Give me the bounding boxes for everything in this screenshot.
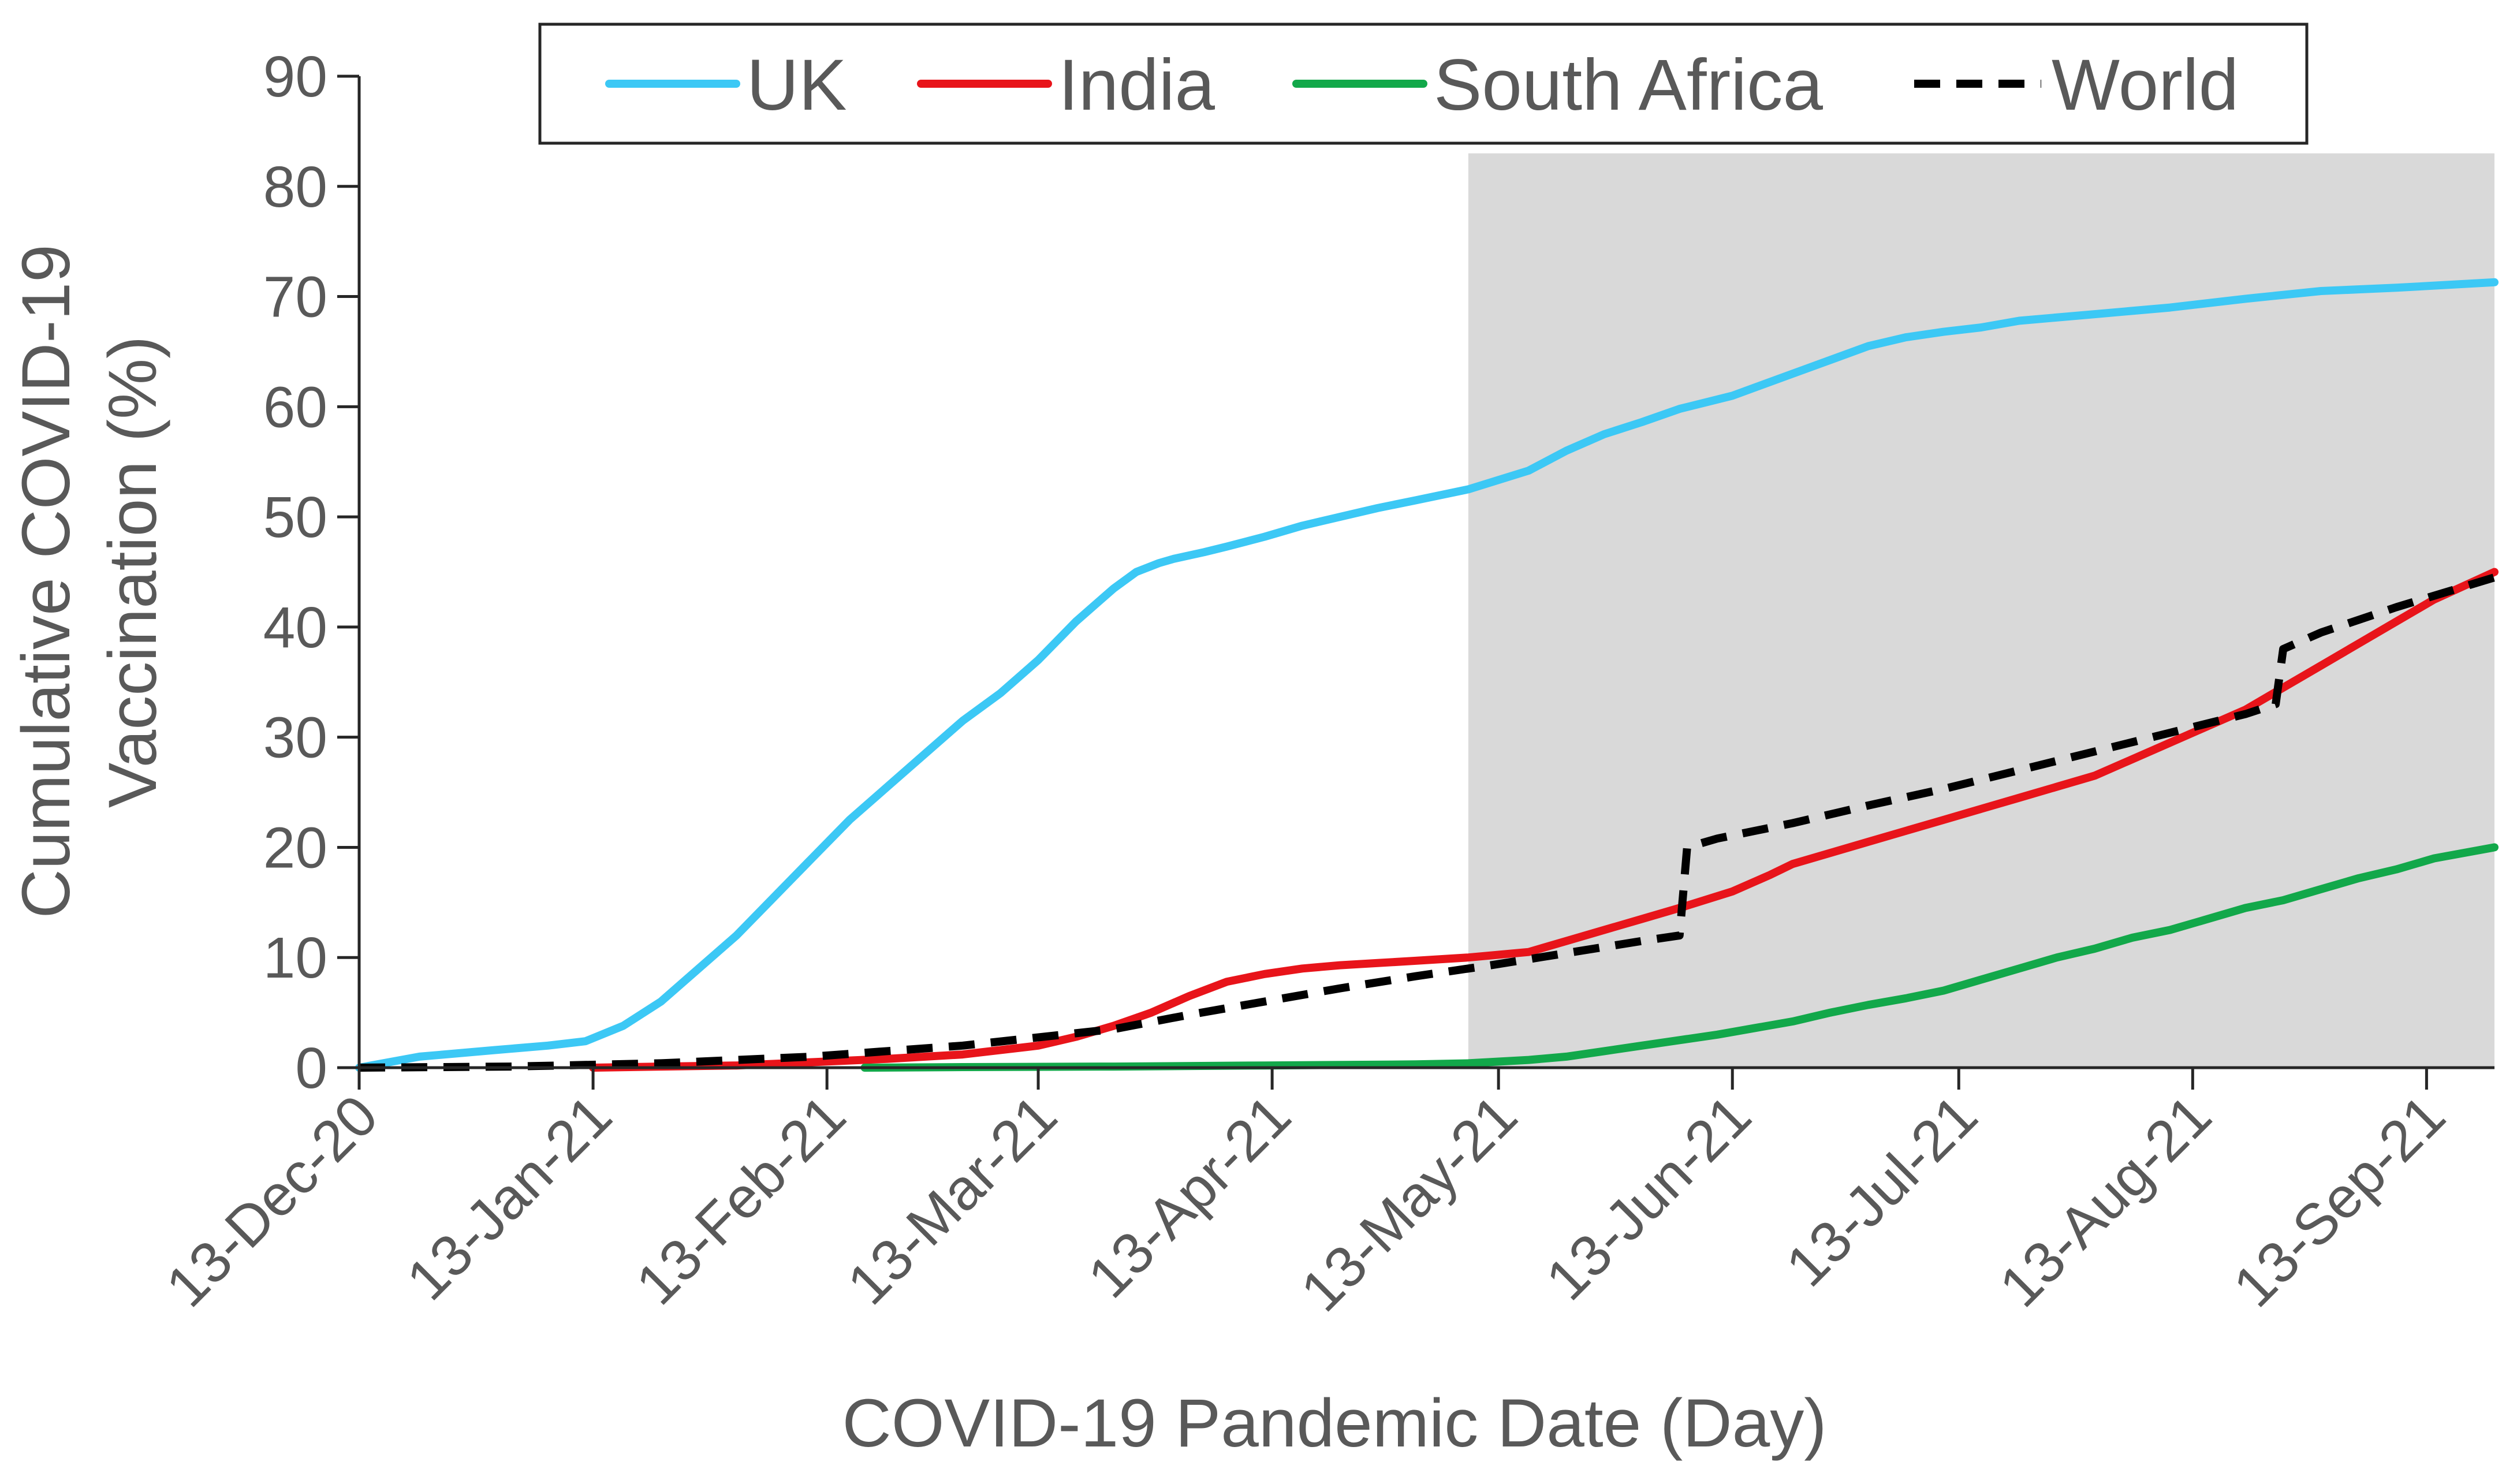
- y-ticks: 0 10 20 30 40 50 60 70 80 90: [263, 44, 359, 1101]
- shaded-period-region: [1468, 153, 2494, 1068]
- x-tick-label: 13-Feb-21: [624, 1083, 857, 1317]
- y-tick-label: 80: [263, 155, 327, 219]
- y-axis-title-line-1: Cumulative COVID-19: [8, 244, 84, 918]
- y-tick-label: 50: [263, 485, 327, 550]
- y-axis-title-line-2: Vaccination (%): [95, 336, 171, 808]
- x-tick-label: 13-Apr-21: [1076, 1083, 1303, 1310]
- y-tick-label: 0: [295, 1036, 327, 1101]
- x-tick-label: 13-Sep-21: [2221, 1083, 2458, 1319]
- series-line-world: [359, 573, 2496, 1072]
- x-tick-label: 13-Mar-21: [835, 1083, 1069, 1317]
- x-tick-label: 13-Dec-20: [154, 1083, 390, 1319]
- x-tick-label: 13-Jul-21: [1774, 1083, 1990, 1299]
- y-tick-label: 30: [263, 706, 327, 770]
- legend-label-world: World: [2052, 45, 2239, 125]
- y-tick-label: 60: [263, 375, 327, 439]
- y-tick-label: 20: [263, 815, 327, 880]
- x-tick-label: 13-May-21: [1289, 1083, 1530, 1323]
- x-axis-title: COVID-19 Pandemic Date (Day): [842, 1385, 1826, 1461]
- y-tick-label: 40: [263, 595, 327, 660]
- series-layer: [355, 278, 2499, 1072]
- legend-label-uk: UK: [747, 45, 847, 125]
- y-tick-label: 90: [263, 44, 327, 109]
- legend: UK India South Africa World: [538, 23, 2309, 145]
- x-tick-label: 13-Jan-21: [394, 1083, 624, 1313]
- legend-label-india: India: [1058, 45, 1215, 125]
- legend-label-south-africa: South Africa: [1434, 45, 1823, 125]
- axes-layer: [357, 76, 2494, 1069]
- y-tick-label: 10: [263, 926, 327, 990]
- y-tick-label: 70: [263, 265, 327, 330]
- x-tick-label: 13-Jun-21: [1534, 1083, 1763, 1313]
- series-line-uk: [355, 278, 2499, 1072]
- y-axis-title: Cumulative COVID-19 Vaccination (%): [8, 225, 171, 918]
- series-line-south-africa: [860, 843, 2499, 1072]
- x-tick-label: 13-Aug-21: [1987, 1083, 2223, 1319]
